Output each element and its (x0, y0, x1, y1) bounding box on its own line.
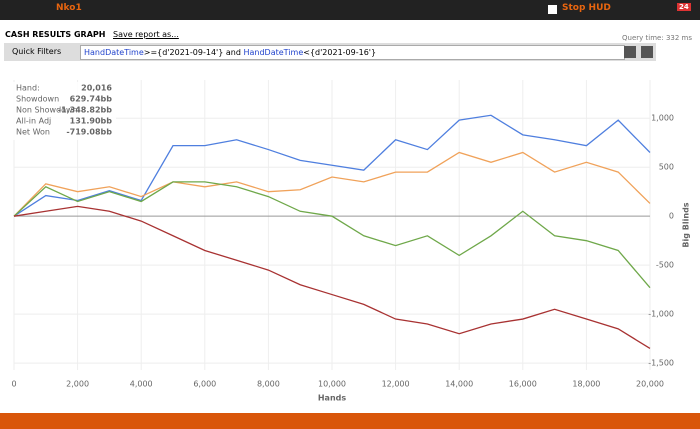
x-tick-label: 16,000 (509, 380, 537, 389)
save-button[interactable] (624, 46, 636, 58)
top-bar: Nko1 Stop HUD 24 (0, 0, 700, 20)
y-axis-label: Big Blinds (682, 202, 691, 247)
stat-value: 20,016 (81, 84, 112, 93)
stat-value: 131.90bb (70, 117, 113, 126)
stat-value: 629.74bb (70, 95, 113, 104)
query-time: Query time: 332 ms (622, 34, 692, 42)
x-tick-label: 8,000 (257, 380, 280, 389)
title: CASH RESULTS GRAPH (5, 30, 106, 39)
filter-text: <{d'2021-09-16'} (303, 48, 377, 57)
stat-label: All-in Adj (16, 117, 51, 126)
checkbox[interactable] (548, 5, 557, 14)
badge: 24 (677, 3, 691, 11)
stat-value: -1,348.82bb (58, 106, 113, 115)
y-tick-label: -1,500 (648, 359, 674, 368)
stats-box (12, 82, 116, 140)
series-line (13, 181, 651, 289)
user[interactable]: Nko1 (56, 3, 82, 13)
y-tick-label: 500 (659, 163, 674, 172)
x-tick-label: 0 (11, 380, 16, 389)
y-tick-label: -500 (656, 261, 674, 270)
stat-value: -719.08bb (66, 128, 112, 137)
chart: 0 2,000 4,000 6,000 8,000 10,000 12,000 14,000 1… (11, 80, 691, 403)
x-tick-label: 2,000 (66, 380, 89, 389)
bottom-bar (0, 413, 700, 429)
x-tick-label: 6,000 (193, 380, 216, 389)
filter-bar: Quick Filters HandDateTime>={d'2021-09-1… (4, 43, 656, 61)
series-line (13, 151, 651, 217)
x-tick-label: 18,000 (572, 380, 600, 389)
x-tick-label: 14,000 (445, 380, 473, 389)
filter-field: HandDateTime (84, 48, 144, 57)
filter-field: HandDateTime (243, 48, 304, 57)
save-link[interactable]: Save report as... (113, 30, 179, 39)
x-tick-label: 20,000 (636, 380, 664, 389)
stat-label: Net Won (16, 128, 50, 137)
filter-label[interactable]: Quick Filters (12, 47, 62, 56)
stat-label: Hand: (16, 84, 40, 93)
series-line (13, 114, 651, 217)
y-tick-label: 1,000 (651, 114, 674, 123)
x-tick-label: 12,000 (382, 380, 410, 389)
clear-button[interactable] (641, 46, 653, 58)
x-axis-label: Hands (318, 394, 347, 403)
series-line (13, 205, 651, 349)
stop-hud[interactable]: Stop HUD (562, 3, 611, 13)
filter-input[interactable]: HandDateTime>={d'2021-09-14'} and HandDa… (80, 45, 625, 60)
x-tick-label: 10,000 (318, 380, 346, 389)
x-tick-label: 4,000 (130, 380, 153, 389)
stat-label: Showdown (16, 95, 59, 104)
filter-text: >={d'2021-09-14'} and (143, 48, 244, 57)
stat-label: Non Showdown (16, 106, 78, 115)
y-tick-label: -1,000 (648, 310, 674, 319)
y-tick-label: 0 (669, 212, 674, 221)
